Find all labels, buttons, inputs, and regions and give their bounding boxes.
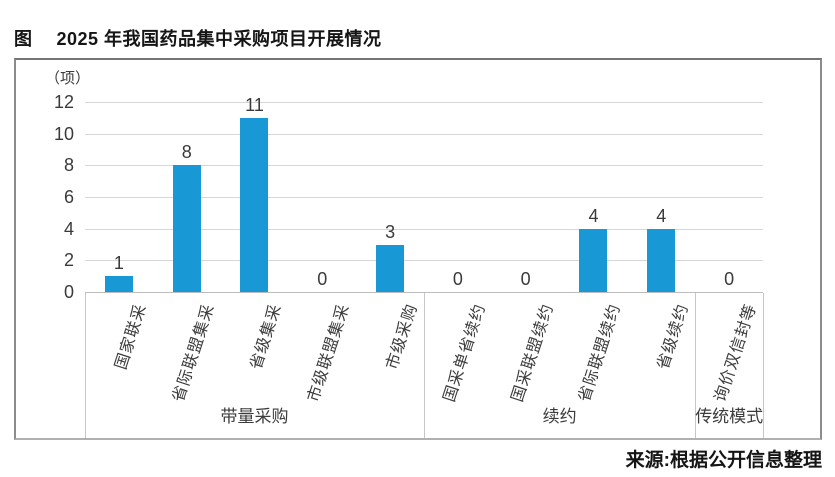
figure-title: 图 2025 年我国药品集中采购项目开展情况 (14, 25, 382, 51)
y-tick-label: 4 (63, 218, 74, 239)
bar-slot: 0 (695, 102, 763, 292)
y-tick-label: 0 (63, 282, 74, 302)
gridline (85, 260, 763, 262)
bar-value-label: 0 (520, 269, 531, 289)
figure-title-text: 2025 年我国药品集中采购项目开展情况 (56, 29, 382, 49)
group-separator (424, 293, 425, 438)
category-label: 省级集采 (248, 301, 286, 372)
category-label: 国采单省续约 (441, 301, 489, 405)
bar-slot: 4 (560, 102, 628, 292)
category-label: 国采联盟续约 (508, 301, 557, 405)
group-separator (763, 293, 764, 438)
gridline (85, 133, 763, 135)
bar-slot: 0 (288, 102, 356, 292)
bar-slot: 11 (221, 95, 289, 292)
bar-value-label: 0 (724, 269, 735, 289)
bar-value-label: 4 (656, 205, 667, 226)
bar (376, 244, 405, 292)
bar-slot: 1 (85, 102, 153, 292)
bar (172, 165, 201, 292)
group-label: 传统模式 (695, 407, 764, 426)
bar-value-label: 4 (588, 205, 599, 226)
bar (647, 228, 676, 292)
category-label: 省级续约 (654, 301, 693, 372)
chart-frame: （项） 0 2 4 6 8 10 12 1 8 11 0 3 0 0 4 4 0 国家联采 省际联盟集采 省级集采… (14, 58, 822, 440)
category-label: 省际联盟续约 (576, 301, 625, 405)
group-label: 带量采购 (220, 407, 289, 426)
y-tick-label: 6 (63, 187, 74, 207)
bar-value-label: 8 (181, 142, 192, 163)
plot-area: 1 8 11 0 3 0 0 4 4 0 (85, 95, 763, 292)
bar-value-label: 11 (245, 94, 264, 115)
category-label: 省际联盟集采 (169, 301, 218, 405)
gridline (85, 102, 763, 103)
group-separator (85, 293, 86, 438)
gridline (85, 197, 763, 198)
source-note: 来源:根据公开信息整理 (625, 450, 822, 471)
bar-value-label: 0 (452, 269, 463, 289)
group-separator (695, 293, 697, 438)
category-label: 询价双信封等 (712, 301, 760, 405)
gridline (85, 292, 763, 293)
y-tick-label: 10 (53, 123, 74, 144)
figure-title-prefix: 图 (14, 29, 33, 49)
group-label-row: 带量采购 续约 传统模式 (85, 404, 764, 430)
y-axis-unit-label: （项） (45, 70, 91, 87)
gridline (85, 165, 763, 167)
bar-slot: 3 (356, 102, 424, 292)
y-tick-label: 8 (63, 155, 74, 176)
bar (240, 117, 269, 292)
bar-slot: 0 (424, 102, 492, 292)
bar (104, 276, 133, 292)
y-tick-label: 2 (63, 250, 74, 271)
y-tick-label: 12 (53, 92, 74, 112)
bar-slot: 4 (627, 102, 695, 292)
bar-slot: 0 (492, 102, 560, 292)
category-label: 市级采购 (383, 301, 421, 372)
bar-value-label: 1 (113, 253, 124, 274)
group-label: 续约 (542, 407, 577, 426)
bar (579, 228, 608, 292)
gridline (85, 228, 763, 230)
bar-value-label: 3 (385, 221, 396, 242)
category-label: 市级联盟集采 (305, 301, 354, 405)
category-label: 国家联采 (112, 301, 150, 372)
bar-value-label: 0 (317, 269, 328, 289)
bar-slot: 8 (153, 102, 221, 292)
